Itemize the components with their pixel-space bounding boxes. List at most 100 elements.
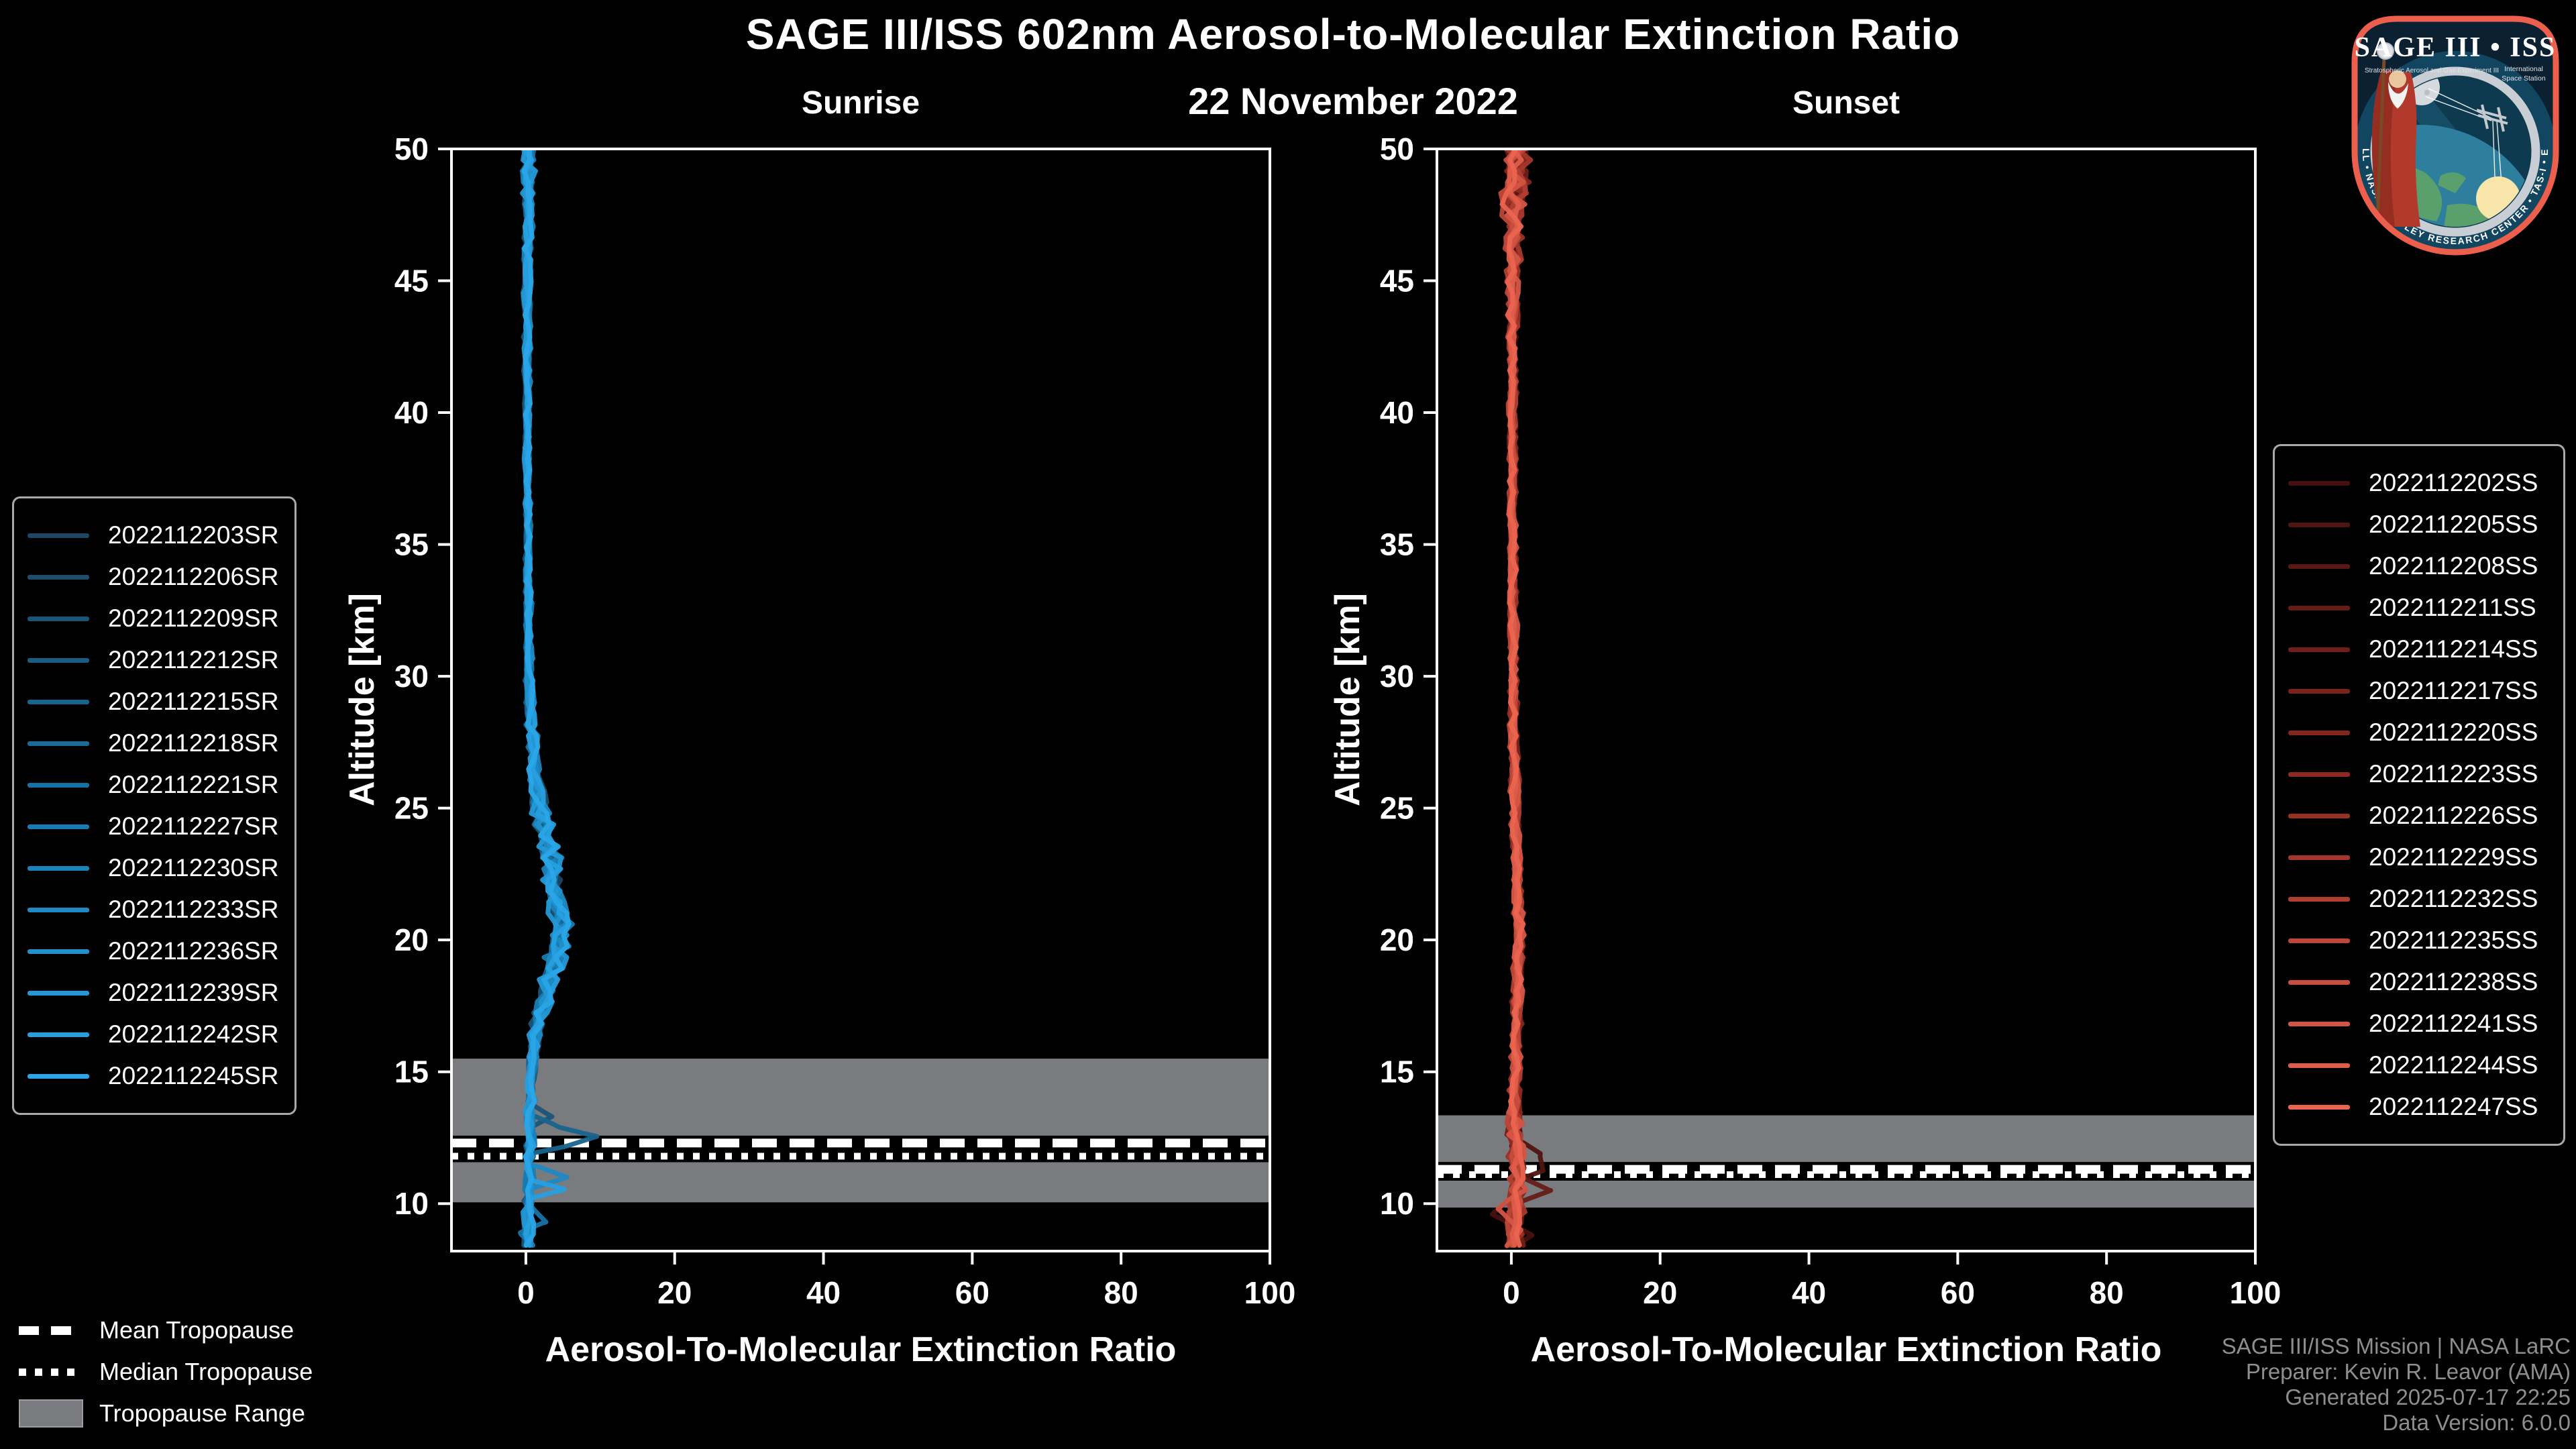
y-tick-label: 40 bbox=[394, 395, 429, 430]
series-label: 2022112232SS bbox=[2369, 885, 2538, 912]
data-version: Data Version: 6.0.0 bbox=[2382, 1410, 2571, 1435]
series-color-swatch bbox=[2288, 522, 2350, 527]
x-tick-label: 0 bbox=[517, 1275, 535, 1310]
series-color-swatch bbox=[28, 616, 89, 621]
mission-credit: SAGE III/ISS Mission | NASA LaRC bbox=[2221, 1334, 2571, 1358]
wizard-beard bbox=[2388, 82, 2408, 109]
x-tick-label: 80 bbox=[1104, 1275, 1138, 1310]
series-label: 2022112209SR bbox=[108, 604, 279, 632]
y-tick-label: 50 bbox=[394, 131, 429, 166]
series-color-swatch bbox=[28, 865, 89, 871]
y-axis-label-sunrise: Altitude [km] bbox=[343, 593, 382, 806]
series-color-swatch bbox=[28, 657, 89, 663]
legend-item-2022112209SR: 2022112209SR bbox=[28, 598, 281, 639]
series-label: 2022112208SS bbox=[2369, 552, 2538, 580]
series-label: 2022112206SR bbox=[108, 563, 279, 590]
plot-spines bbox=[450, 148, 1271, 1252]
tropopause-range-band bbox=[451, 1059, 1270, 1203]
plot-spines bbox=[1436, 148, 2257, 1252]
y-tick-label: 30 bbox=[394, 659, 429, 694]
legend-item-2022112206SR: 2022112206SR bbox=[28, 556, 281, 598]
legend-item-2022112223SS: 2022112223SS bbox=[2288, 753, 2550, 795]
legend-item-2022112211SS: 2022112211SS bbox=[2288, 587, 2550, 629]
tropopause-range-band bbox=[1437, 1115, 2255, 1208]
x-tick-label: 0 bbox=[1503, 1275, 1520, 1310]
legend-item-2022112212SR: 2022112212SR bbox=[28, 639, 281, 681]
legend-item-2022112205SS: 2022112205SS bbox=[2288, 504, 2550, 545]
legend-item-2022112235SS: 2022112235SS bbox=[2288, 920, 2550, 961]
series-label: 2022112235SS bbox=[2369, 926, 2538, 954]
wizard-staff bbox=[2375, 57, 2386, 221]
logo-subtitle-right-2: Space Station bbox=[2502, 74, 2546, 83]
series-color-swatch bbox=[2288, 688, 2350, 694]
series-color-swatch bbox=[2288, 1021, 2350, 1026]
mission-logo: BALL • NASA LANGLEY RESEARCH CENTER • TA… bbox=[2351, 15, 2559, 256]
series-color-swatch bbox=[28, 782, 89, 788]
logo-border bbox=[2351, 15, 2559, 256]
legend-item-2022112239SR: 2022112239SR bbox=[28, 972, 281, 1014]
y-tick-label: 50 bbox=[1380, 131, 1414, 166]
legend-item-2022112242SR: 2022112242SR bbox=[28, 1014, 281, 1055]
x-tick-label: 60 bbox=[955, 1275, 989, 1310]
y-tick-label: 35 bbox=[1380, 527, 1414, 562]
series-label: 2022112215SR bbox=[108, 688, 279, 715]
median-tropopause-label: Median Tropopause bbox=[99, 1358, 313, 1385]
x-tick-label: 80 bbox=[2090, 1275, 2124, 1310]
series-label: 2022112220SS bbox=[2369, 718, 2538, 746]
y-tick-label: 45 bbox=[394, 264, 429, 299]
series-label: 2022112214SS bbox=[2369, 635, 2538, 663]
series-label: 2022112223SS bbox=[2369, 760, 2538, 788]
x-tick-label: 100 bbox=[1244, 1275, 1296, 1310]
wizard-figure bbox=[2371, 42, 2420, 227]
series-label: 2022112226SS bbox=[2369, 802, 2538, 829]
y-tick-label: 20 bbox=[394, 922, 429, 957]
legend-item-2022112208SS: 2022112208SS bbox=[2288, 545, 2550, 587]
y-tick-label: 35 bbox=[394, 527, 429, 562]
series-color-swatch bbox=[2288, 564, 2350, 569]
x-tick-label: 100 bbox=[2230, 1275, 2282, 1310]
series-label: 2022112242SR bbox=[108, 1020, 279, 1048]
y-tick-label: 15 bbox=[394, 1055, 429, 1089]
series-label: 2022112239SR bbox=[108, 979, 279, 1006]
series-color-swatch bbox=[28, 574, 89, 580]
series-label: 2022112218SR bbox=[108, 729, 279, 757]
legend-item-2022112203SR: 2022112203SR bbox=[28, 515, 281, 556]
logo-shield: BALL • NASA LANGLEY RESEARCH CENTER • TA… bbox=[2355, 19, 2556, 252]
y-tick-label: 10 bbox=[1380, 1186, 1414, 1221]
x-tick-label: 40 bbox=[806, 1275, 841, 1310]
panel-title-sunset: Sunset bbox=[1792, 85, 1900, 121]
legend-item-2022112215SR: 2022112215SR bbox=[28, 681, 281, 722]
legend-sunset-events: 2022112202SS 2022112205SS 2022112208SS 2022… bbox=[2273, 444, 2565, 1146]
legend-item-2022112230SR: 2022112230SR bbox=[28, 847, 281, 889]
legend-item-2022112236SR: 2022112236SR bbox=[28, 930, 281, 972]
series-color-swatch bbox=[28, 990, 89, 996]
series-label: 2022112203SR bbox=[108, 521, 279, 549]
x-tick-label: 60 bbox=[1941, 1275, 1975, 1310]
x-tick-label: 40 bbox=[1792, 1275, 1826, 1310]
dashed-line-icon bbox=[19, 1326, 83, 1335]
series-label: 2022112211SS bbox=[2369, 594, 2536, 621]
dotted-line-icon bbox=[19, 1368, 83, 1376]
series-color-swatch bbox=[2288, 730, 2350, 735]
legend-item-2022112220SS: 2022112220SS bbox=[2288, 712, 2550, 753]
date-title: 22 November 2022 bbox=[1188, 80, 1518, 122]
series-color-swatch bbox=[2288, 979, 2350, 985]
series-color-swatch bbox=[28, 741, 89, 746]
y-tick-label: 20 bbox=[1380, 922, 1414, 957]
legend-item-median-tropopause: Median Tropopause bbox=[19, 1351, 313, 1393]
series-color-swatch bbox=[2288, 1104, 2350, 1110]
series-color-swatch bbox=[28, 949, 89, 954]
tropopause-legend: Mean Tropopause Median Tropopause Tropop… bbox=[19, 1309, 313, 1434]
series-color-swatch bbox=[2288, 813, 2350, 818]
series-label: 2022112227SR bbox=[108, 812, 279, 840]
series-label: 2022112221SR bbox=[108, 771, 279, 798]
legend-item-2022112245SR: 2022112245SR bbox=[28, 1055, 281, 1097]
series-label: 2022112205SS bbox=[2369, 511, 2538, 538]
logo-title: SAGE III • ISS bbox=[2355, 32, 2557, 63]
series-color-swatch bbox=[28, 824, 89, 829]
legend-item-2022112244SS: 2022112244SS bbox=[2288, 1044, 2550, 1086]
legend-item-2022112226SS: 2022112226SS bbox=[2288, 795, 2550, 837]
preparer-credit: Preparer: Kevin R. Leavor (AMA) bbox=[2245, 1359, 2571, 1384]
series-label: 2022112230SR bbox=[108, 854, 279, 881]
profile-series-group bbox=[518, 149, 600, 1248]
